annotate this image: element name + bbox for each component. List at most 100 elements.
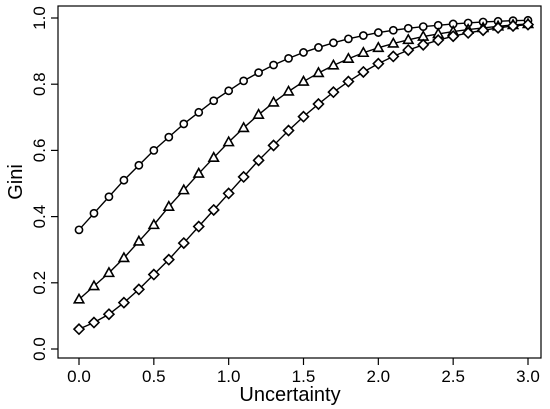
data-point-circle [239, 76, 249, 86]
data-point-diamond [357, 65, 370, 79]
data-point-triangle [357, 46, 370, 58]
data-point-triangle [327, 58, 340, 70]
data-point-circle [164, 132, 174, 142]
data-point-triangle [177, 183, 190, 195]
data-point-diamond [72, 323, 86, 336]
data-point-diamond [267, 139, 280, 152]
data-point-triangle [237, 121, 250, 133]
data-point-triangle [72, 292, 86, 304]
data-point-circle [194, 107, 204, 117]
data-point-circle [314, 43, 323, 52]
x-tick-label: 2.0 [367, 367, 391, 386]
data-point-triangle [192, 166, 205, 178]
data-point-circle [418, 22, 428, 32]
data-point-diamond [147, 268, 160, 281]
data-point-circle [403, 23, 413, 33]
data-point-circle [358, 31, 368, 40]
data-point-circle [388, 25, 398, 35]
data-point-triangle [102, 266, 116, 278]
data-point-diamond [402, 43, 415, 57]
data-point-diamond [342, 75, 355, 88]
data-point-diamond [237, 170, 250, 184]
x-tick-label: 3.0 [516, 367, 540, 386]
data-point-diamond [447, 30, 460, 43]
data-point-circle [209, 96, 219, 106]
data-point-diamond [387, 50, 400, 63]
data-point-triangle [147, 218, 160, 230]
data-point-diamond [417, 38, 430, 51]
data-point-triangle [162, 200, 175, 211]
data-point-diamond [132, 283, 145, 296]
series-diamond [72, 18, 535, 336]
data-point-circle [343, 34, 353, 44]
data-point-diamond [312, 97, 325, 111]
y-tick-label: 0.4 [30, 205, 49, 229]
series-line-triangle [78, 23, 529, 300]
data-point-circle [89, 208, 99, 218]
x-tick-label: 2.5 [441, 367, 465, 386]
data-point-triangle [282, 84, 295, 96]
data-point-triangle [252, 108, 265, 119]
data-point-diamond [521, 18, 535, 31]
data-point-triangle [207, 151, 220, 162]
data-point-diamond [222, 187, 235, 200]
data-point-circle [299, 48, 308, 57]
x-tick-label: 1.0 [217, 367, 241, 386]
data-point-triangle [87, 279, 101, 291]
data-point-circle [134, 160, 144, 170]
data-point-diamond [297, 110, 310, 123]
y-tick-label: 0.8 [30, 72, 49, 96]
data-point-triangle [132, 234, 145, 246]
y-axis: 0.0 0.2 0.4 0.6 0.8 1.0 [30, 6, 58, 361]
x-tick-label: 0.5 [142, 367, 166, 386]
series-line-diamond [78, 23, 529, 330]
data-point-circle [179, 119, 189, 129]
data-point-diamond [207, 203, 220, 217]
data-point-diamond [282, 124, 295, 137]
series-layer [72, 15, 535, 336]
data-point-triangle [372, 41, 385, 53]
data-point-diamond [462, 26, 475, 40]
data-point-triangle [342, 52, 355, 64]
data-point-triangle [117, 251, 131, 263]
data-point-diamond [87, 316, 101, 329]
x-axis: 0.0 0.5 1.0 1.5 2.0 2.5 3.0 [67, 358, 540, 386]
data-point-circle [224, 86, 234, 96]
data-point-diamond [372, 57, 385, 70]
data-point-circle [269, 60, 278, 70]
data-point-circle [119, 175, 129, 185]
x-axis-title: Uncertainty [239, 384, 340, 406]
data-point-triangle [402, 33, 415, 45]
data-point-circle [284, 53, 293, 63]
data-point-diamond [177, 236, 190, 250]
data-point-diamond [506, 19, 520, 33]
data-point-diamond [162, 253, 175, 266]
data-point-diamond [432, 34, 445, 47]
data-point-circle [254, 68, 263, 78]
data-point-diamond [327, 86, 340, 99]
data-point-diamond [491, 21, 505, 35]
data-point-circle [373, 28, 383, 37]
plot-frame [57, 5, 542, 359]
data-point-circle [149, 145, 159, 155]
data-point-diamond [252, 154, 265, 167]
y-tick-label: 0.6 [30, 139, 49, 163]
data-point-diamond [102, 308, 116, 321]
y-tick-label: 1.0 [30, 6, 49, 30]
data-point-diamond [192, 220, 205, 233]
data-point-diamond [117, 296, 131, 309]
series-circle [74, 15, 533, 235]
data-point-circle [104, 192, 114, 202]
x-tick-label: 0.0 [67, 367, 91, 386]
data-point-triangle [267, 95, 280, 107]
x-tick-label: 1.5 [292, 367, 316, 386]
y-axis-title: Gini [5, 164, 27, 200]
data-point-triangle [387, 36, 400, 48]
data-point-triangle [222, 135, 235, 147]
data-point-circle [329, 38, 338, 48]
data-point-triangle [312, 66, 325, 78]
y-tick-label: 0.2 [30, 271, 49, 295]
data-point-circle [74, 225, 84, 235]
y-tick-label: 0.0 [30, 337, 49, 361]
